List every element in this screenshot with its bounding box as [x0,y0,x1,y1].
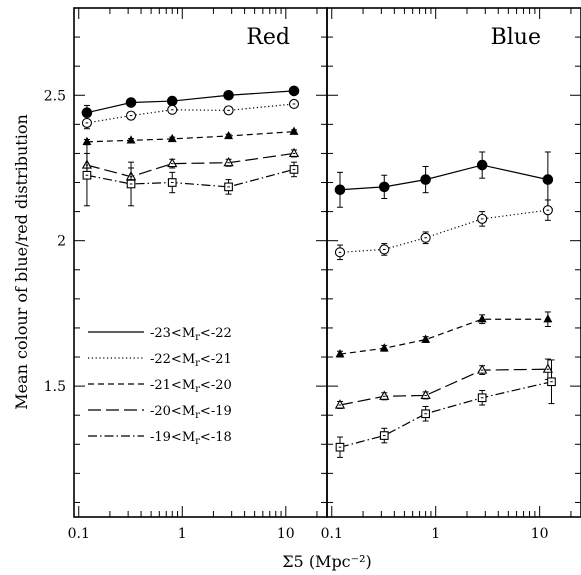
data-point-blue-3 [335,349,345,358]
data-point-blue-1 [378,181,390,193]
legend-label-5: -19<Mr<-18 [150,430,232,447]
series-line-red-3 [86,131,295,143]
data-point-blue-3 [379,343,389,352]
data-point-red-4 [288,147,300,157]
data-point-red-3 [126,135,136,144]
data-point-blue-4 [542,363,554,373]
data-point-blue-1 [334,184,346,196]
y-axis-label: Mean colour of blue/red distribution [12,114,31,410]
series-line-blue-4 [339,368,548,406]
data-point-red-1 [288,85,300,97]
y-tick-label: 2 [57,234,66,250]
data-point-blue-4 [477,364,488,374]
x-axis-label: Σ5 (Mpc⁻²) [282,552,372,571]
x-tick-label-left: 10 [277,526,295,542]
legend-label-4: -20<Mr<-19 [150,404,232,421]
series-line-red-1 [86,90,295,114]
series-layer [81,85,556,458]
legend-label-1: -23<Mr<-22 [150,326,232,343]
panel-left-title: Red [246,25,290,50]
data-point-blue-3 [477,314,487,323]
axis-ticks: 0.1 1 10 0.1 1 10 1.5 2 2.5 [44,7,581,542]
data-point-blue-1 [420,174,431,185]
panel-right-title: Blue [491,25,541,50]
series-line-blue-3 [339,318,548,355]
data-point-red-4 [167,157,178,168]
data-point-blue-4 [420,389,431,399]
y-tick-label: 1.5 [44,379,66,395]
legend-label-3: -21<Mr<-20 [150,378,232,395]
data-point-red-4 [223,156,234,167]
data-point-red-3 [167,133,177,143]
series-line-blue-5 [339,381,552,448]
series-line-red-2 [86,103,295,124]
data-point-red-1 [166,95,178,107]
series-line-red-5 [86,168,295,188]
series-line-blue-1 [339,164,548,191]
data-point-blue-4 [334,399,346,409]
data-point-red-1 [125,97,137,108]
x-tick-label-right: 1 [431,526,440,542]
x-tick-label-right: 0.1 [321,526,343,542]
data-point-blue-3 [543,314,553,323]
panel-right-frame [326,7,581,518]
x-tick-label-left: 1 [178,526,187,542]
x-tick-label-left: 0.1 [68,526,90,542]
data-point-blue-1 [476,159,488,171]
x-tick-label-right: 10 [531,526,549,542]
series-line-red-4 [86,152,295,178]
legend: -23<Mr<-22 -22<Mr<-21 -21<Mr<-20 -20<Mr<-19… [88,326,232,447]
data-point-red-3 [289,126,299,135]
series-line-blue-2 [339,209,548,253]
data-point-red-1 [81,107,93,119]
legend-label-2: -22<Mr<-21 [150,352,232,369]
data-point-blue-3 [421,334,431,343]
data-point-red-3 [82,136,92,145]
data-point-blue-1 [542,174,554,185]
y-tick-label: 2.5 [44,88,66,104]
data-point-blue-4 [379,390,390,400]
data-point-red-3 [224,130,234,140]
data-point-red-1 [223,89,234,101]
